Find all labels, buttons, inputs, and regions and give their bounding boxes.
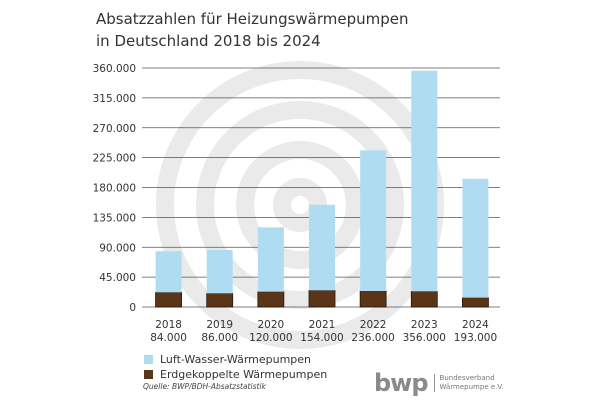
legend-swatch: [144, 355, 153, 364]
x-tick-label: 2018: [155, 319, 182, 331]
bar-segment: [206, 292, 234, 308]
bar-segment: [308, 290, 336, 308]
legend-item-luft: Luft-Wasser-Wärmepumpen: [144, 353, 311, 366]
total-label: 120.000: [249, 332, 292, 344]
y-tick-label: 360.000: [93, 63, 136, 75]
title-line-1: Absatzzahlen für Heizungswärmepumpen: [96, 10, 409, 28]
bar-segment: [411, 70, 438, 292]
legend-label: Luft-Wasser-Wärmepumpen: [160, 353, 312, 366]
total-label: 356.000: [403, 332, 446, 344]
bar-segment: [360, 150, 387, 292]
chart-title: Absatzzahlen für Heizungswärmepumpen in …: [96, 8, 409, 52]
x-tick-label: 2019: [206, 319, 233, 331]
x-tick-label: 2022: [360, 319, 387, 331]
x-tick-label: 2021: [309, 319, 336, 331]
bar-segment: [206, 249, 233, 294]
bar-segment: [155, 251, 182, 293]
title-line-2: in Deutschland 2018 bis 2024: [96, 32, 321, 50]
bar-segment: [309, 204, 335, 291]
total-label: 236.000: [351, 332, 394, 344]
total-label: 84.000: [150, 332, 187, 344]
bar-segment: [155, 291, 182, 308]
bar-segment: [410, 290, 438, 308]
y-tick-label: 270.000: [93, 123, 136, 135]
bar-segment: [257, 227, 284, 292]
y-tick-label: 90.000: [99, 242, 136, 254]
logo-org: Bundesverband Wärmepumpe e.V.: [433, 374, 504, 392]
bar-segment: [257, 291, 285, 308]
bar-segment: [462, 297, 489, 308]
y-tick-label: 45.000: [99, 272, 136, 284]
bar-segment: [359, 290, 387, 308]
y-tick-label: 135.000: [93, 212, 136, 224]
source-note: Quelle: BWP/BDH-Absatzstatistik: [143, 382, 266, 391]
bwp-logo: bwp Bundesverband Wärmepumpe e.V.: [374, 369, 504, 397]
y-tick-label: 225.000: [93, 153, 136, 165]
total-label: 193.000: [454, 332, 497, 344]
spiral-watermark: [156, 61, 444, 349]
total-label: 154.000: [300, 332, 343, 344]
x-tick-label: 2024: [462, 319, 489, 331]
y-tick-label: 0: [129, 302, 136, 314]
y-tick-label: 180.000: [93, 183, 136, 195]
total-label: 86.000: [201, 332, 238, 344]
legend-label: Erdgekoppelte Wärmepumpen: [160, 368, 328, 381]
y-tick-label: 315.000: [93, 93, 136, 105]
bar-segment: [462, 178, 489, 298]
x-tick-label: 2020: [257, 319, 284, 331]
legend-swatch: [144, 370, 153, 379]
x-tick-label: 2023: [411, 319, 438, 331]
logo-mark: bwp: [374, 369, 429, 397]
legend-item-erd: Erdgekoppelte Wärmepumpen: [144, 368, 327, 381]
